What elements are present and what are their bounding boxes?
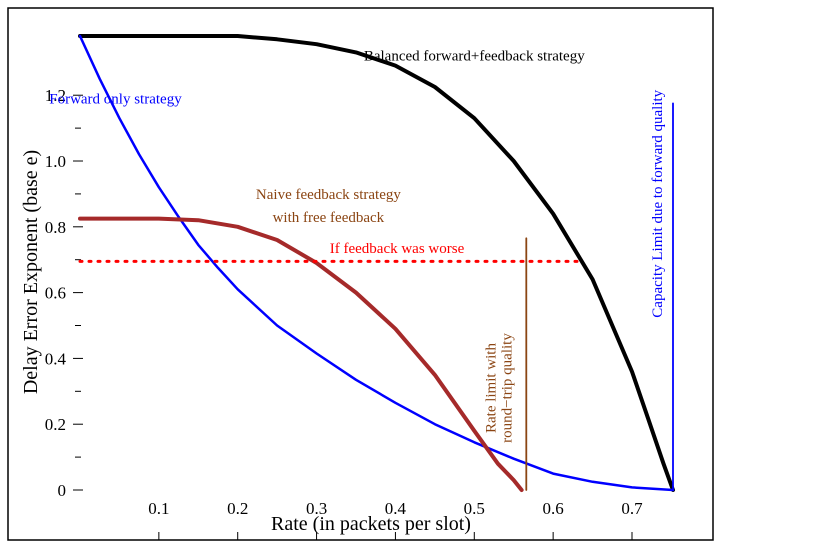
series-line-2 [78, 216, 524, 492]
annotation-6: round−trip quality [499, 333, 515, 443]
y-tick-label-2: 0.4 [45, 349, 67, 368]
annotations: Balanced forward+feedback strategy Forwar… [49, 49, 666, 443]
y-tick-label-5: 1.0 [45, 152, 66, 171]
annotation-0: Balanced forward+feedback strategy [364, 49, 585, 65]
series-line-1 [78, 34, 675, 492]
x-tick-label-3: 0.4 [385, 499, 407, 518]
plot-frame [7, 7, 714, 541]
annotation-2: Naive feedback strategy [256, 187, 401, 203]
x-tick-label-2: 0.3 [306, 499, 327, 518]
x-tick-label-5: 0.6 [543, 499, 564, 518]
y-tick-label-0: 0 [58, 481, 67, 500]
annotation-1: Forward only strategy [49, 91, 182, 107]
x-tick-label-0: 0.1 [148, 499, 169, 518]
axis-ticks: 0.1 0.2 0.3 0.4 0.5 0.6 0.7 0 0.2 0.4 0.6 0.8 1.0 1.2 [45, 86, 643, 540]
y-tick-label-6: 1.2 [45, 86, 66, 105]
series-group [78, 34, 675, 492]
x-tick-label-6: 0.7 [621, 499, 643, 518]
annotation-4: If feedback was worse [330, 241, 465, 257]
y-tick-label-4: 0.8 [45, 218, 66, 237]
annotation-7: Capacity Limit due to forward quality [650, 89, 666, 317]
annotation-5: Rate limit with [484, 343, 500, 433]
annotation-3: with free feedback [273, 210, 385, 226]
x-tick-label-1: 0.2 [227, 499, 248, 518]
y-axis-title: Delay Error Exponent (base e) [20, 150, 42, 394]
y-tick-label-3: 0.6 [45, 284, 66, 303]
x-tick-label-4: 0.5 [464, 499, 485, 518]
series-line-0 [78, 34, 675, 492]
x-axis-title: Rate (in packets per slot) [271, 513, 471, 535]
y-tick-label-1: 0.2 [45, 415, 66, 434]
